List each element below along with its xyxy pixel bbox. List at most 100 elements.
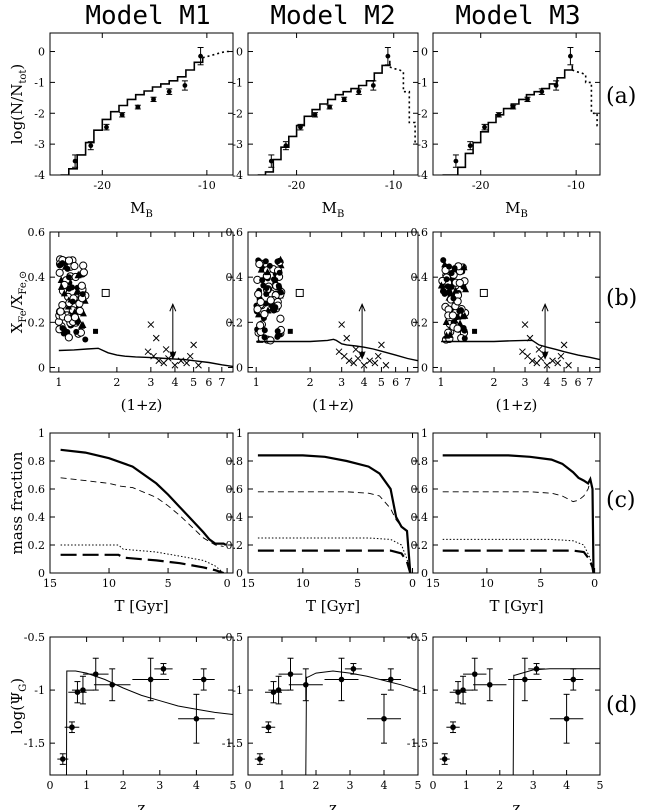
local-filled-circle: [69, 298, 76, 305]
x-tick-label: -20: [93, 179, 111, 192]
y-tick-label: -1: [34, 76, 45, 89]
x-tick-label: 5: [190, 376, 197, 389]
y-tick-label: -4: [232, 169, 243, 182]
observed-point: [69, 724, 75, 731]
highz-cross: [354, 355, 362, 362]
observed-point: [471, 671, 478, 677]
arrow-point: [170, 351, 176, 357]
y-axis-label-sub2: Fe,⊙: [18, 271, 29, 295]
x-tick-label: -10: [198, 179, 216, 192]
local-open-circle: [448, 311, 457, 320]
x-tick-label: 10: [296, 577, 310, 590]
local-open-circle: [256, 321, 265, 330]
y-tick-label: 0.4: [28, 511, 46, 524]
y-tick-label: -4: [34, 169, 45, 182]
x-tick-label: 15: [241, 577, 255, 590]
y-tick-label: 1: [38, 427, 45, 440]
observed-point: [450, 724, 456, 731]
x-tick-label: 7: [218, 376, 225, 389]
arrow-head: [169, 302, 177, 312]
local-filled-circle: [68, 284, 75, 291]
x-tick-label: 1: [279, 779, 286, 792]
highz-cross: [366, 357, 374, 365]
curve-solid: [442, 454, 595, 573]
observed-point: [270, 689, 277, 695]
local-open-circle: [455, 278, 464, 288]
y-tick-label: 0.2: [28, 539, 46, 552]
curve-longdash: [257, 549, 412, 573]
x-tick-label: 2: [120, 779, 127, 792]
x-tick-label: 5: [597, 779, 604, 792]
local-open-circle: [55, 268, 64, 277]
local-triangle: [74, 271, 82, 279]
y-tick-label: -1: [232, 684, 243, 697]
column-title-m3: Model M3: [455, 1, 580, 31]
curve-dashed: [442, 478, 594, 573]
y-tick-label: 0: [421, 567, 428, 580]
local-filled-circle: [262, 258, 269, 265]
x-tick-label: 3: [147, 376, 154, 389]
model-iron-curve: [441, 339, 600, 361]
filled-square: [472, 328, 478, 334]
observed-point: [265, 724, 272, 731]
y-tick-label: 0.2: [226, 316, 244, 329]
observed-point: [486, 681, 493, 688]
y-axis-label: mass fraction: [8, 451, 26, 554]
plot-content: [442, 454, 595, 573]
local-filled-circle: [446, 290, 453, 297]
x-tick-label: 2: [307, 376, 314, 389]
x-tick-label: -10: [567, 179, 585, 192]
highz-cross: [537, 355, 545, 362]
local-filled-circle: [272, 304, 279, 311]
y-tick-label: 0.4: [411, 271, 429, 284]
x-axis-label: z: [138, 799, 146, 810]
model-sfr-curve: [305, 670, 418, 775]
y-axis-label-sub: Fe: [18, 310, 29, 322]
local-filled-circle: [450, 295, 457, 302]
y-axis-label-end: ): [8, 678, 26, 684]
local-triangle: [73, 287, 81, 295]
plot-content: [60, 448, 227, 573]
highz-cross: [521, 321, 529, 328]
curve-longdash: [60, 553, 224, 573]
x-tick-label: 5: [561, 376, 568, 389]
y-tick-label: 0.8: [226, 455, 244, 468]
observed-point: [327, 104, 332, 110]
y-tick-label: 0.6: [226, 483, 244, 496]
x-tick-label: 10: [102, 577, 116, 590]
local-open-circle: [70, 261, 79, 271]
panel-c-m1: 15 10 5 0 0 0.2 0.4 0.6 0.8 1 T [Gyr] mass fraction: [8, 427, 234, 615]
y-tick-label: 0.6: [28, 483, 46, 496]
local-filled-circle: [275, 282, 282, 289]
local-open-circle: [75, 306, 84, 316]
axes-frame: [432, 231, 601, 373]
x-tick-label: 7: [404, 376, 411, 389]
y-tick-label: 0.8: [411, 455, 429, 468]
highz-cross: [557, 352, 565, 360]
plot-content: [257, 454, 412, 573]
panel-c-m2: 15 10 5 000.20.40.60.81T [Gyr]: [226, 427, 419, 615]
x-tick-label: 5: [165, 577, 172, 590]
local-filled-circle: [266, 262, 273, 269]
x-tick-label: 5: [537, 577, 544, 590]
observed-point: [268, 158, 274, 164]
y-tick-label: 0.2: [411, 539, 429, 552]
x-tick-label: 15: [426, 577, 440, 590]
x-tick-label: 2: [313, 779, 320, 792]
local-open-circle: [266, 336, 275, 345]
x-tick-label: 4: [193, 779, 200, 792]
local-open-circle: [453, 324, 462, 333]
observed-point: [385, 53, 391, 59]
highz-cross: [183, 359, 191, 367]
curve-longdash: [442, 549, 595, 573]
y-axis-label: log(ΨG): [8, 678, 29, 734]
x-tick-label: 2: [113, 376, 120, 389]
x-tick-label: 5: [415, 779, 422, 792]
x-tick-label: 5: [354, 577, 361, 590]
local-open-circle: [64, 333, 73, 342]
observed-point: [338, 676, 345, 683]
local-filled-circle: [59, 325, 66, 332]
x-tick-label: 0: [47, 779, 54, 792]
